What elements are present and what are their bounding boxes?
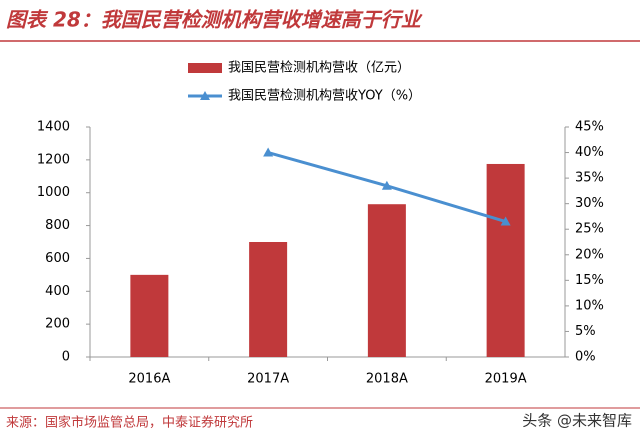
y2-tick-label: 15%: [575, 273, 604, 288]
x-tick-label: 2018A: [366, 372, 408, 387]
chart-title: 图表 28：我国民营检测机构营收增速高于行业: [6, 8, 423, 32]
y-tick-label: 600: [45, 251, 70, 266]
y-tick-label: 800: [45, 218, 70, 233]
y-tick-label: 0: [62, 350, 70, 365]
y-tick-label: 1400: [37, 120, 70, 135]
y2-tick-label: 40%: [575, 145, 604, 160]
legend-swatch: [188, 63, 222, 73]
source: 来源：国家市场监管总局，中泰证券研究所: [6, 415, 253, 431]
legend-marker: [200, 91, 210, 100]
y2-tick-label: 25%: [575, 222, 604, 237]
y-tick-label: 400: [45, 284, 70, 299]
bar: [249, 242, 288, 357]
bar: [130, 274, 169, 357]
y2-tick-label: 30%: [575, 196, 604, 211]
legend-label: 我国民营检测机构营收（亿元）: [228, 61, 410, 76]
y2-tick-label: 35%: [575, 171, 604, 186]
y-tick-label: 1200: [37, 152, 70, 167]
line-marker: [263, 147, 274, 157]
x-tick-label: 2019A: [485, 372, 527, 387]
line-marker: [381, 180, 392, 190]
y2-tick-label: 20%: [575, 247, 604, 262]
watermark: 头条 @未来智库: [522, 412, 632, 430]
line-marker: [500, 216, 511, 226]
y2-tick-label: 45%: [575, 120, 604, 135]
y2-tick-label: 0%: [575, 350, 596, 365]
bar: [486, 163, 525, 357]
y-tick-label: 200: [45, 317, 70, 332]
y2-tick-label: 10%: [575, 298, 604, 313]
y2-tick-label: 5%: [575, 324, 596, 339]
bar: [367, 204, 406, 357]
x-tick-label: 2017A: [247, 372, 289, 387]
x-tick-label: 2016A: [128, 372, 170, 387]
y-tick-label: 1000: [37, 185, 70, 200]
legend-label: 我国民营检测机构营收YOY（%）: [228, 89, 421, 104]
